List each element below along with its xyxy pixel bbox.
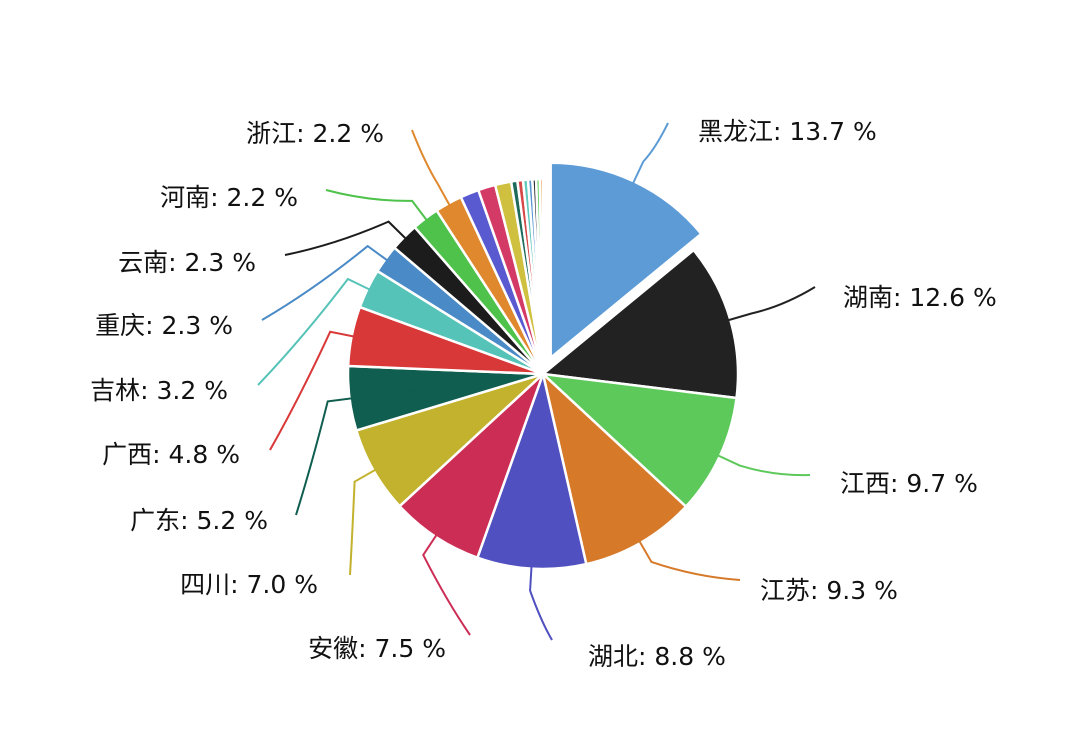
leader-line — [422, 462, 485, 636]
slice-label: 湖南: 12.6 % — [843, 283, 997, 312]
leader-line — [325, 189, 480, 290]
slice-label: 黑龙江: 13.7 % — [698, 117, 877, 146]
leader-line — [645, 286, 816, 346]
slice-label: 广东: 5.2 % — [130, 506, 268, 535]
slice-label: 安徽: 7.5 % — [308, 634, 446, 663]
leader-line — [595, 122, 669, 262]
slice-label: 重庆: 2.3 % — [95, 311, 233, 340]
slice-label: 河南: 2.2 % — [160, 183, 298, 212]
leader-line — [529, 481, 553, 641]
slice-label: 四川: 7.0 % — [180, 570, 318, 599]
leader-line — [349, 426, 451, 576]
slice-label: 云南: 2.3 % — [118, 248, 256, 277]
slice-label: 吉林: 3.2 % — [90, 376, 228, 405]
leader-line — [261, 244, 457, 321]
leader-lines — [257, 122, 816, 641]
slice-label: 湖北: 8.8 % — [588, 642, 726, 671]
leader-line — [639, 418, 811, 477]
leader-line — [269, 330, 438, 451]
pie-slices — [346, 161, 740, 571]
leader-line — [595, 466, 741, 581]
leader-line — [284, 220, 468, 300]
slice-label: 江苏: 9.3 % — [760, 576, 898, 605]
slice-label: 江西: 9.7 % — [840, 469, 978, 498]
leader-line — [257, 277, 448, 386]
leader-line — [295, 386, 437, 516]
leader-line — [411, 129, 492, 281]
slice-label: 浙江: 2.2 % — [246, 119, 384, 148]
pie-slice-minor-23 — [538, 177, 545, 375]
slice-label: 广西: 4.8 % — [102, 440, 240, 469]
slice-labels: 黑龙江: 13.7 % 湖南: 12.6 % 江西: 9.7 % 江苏: 9.3 % 湖… — [90, 117, 997, 671]
